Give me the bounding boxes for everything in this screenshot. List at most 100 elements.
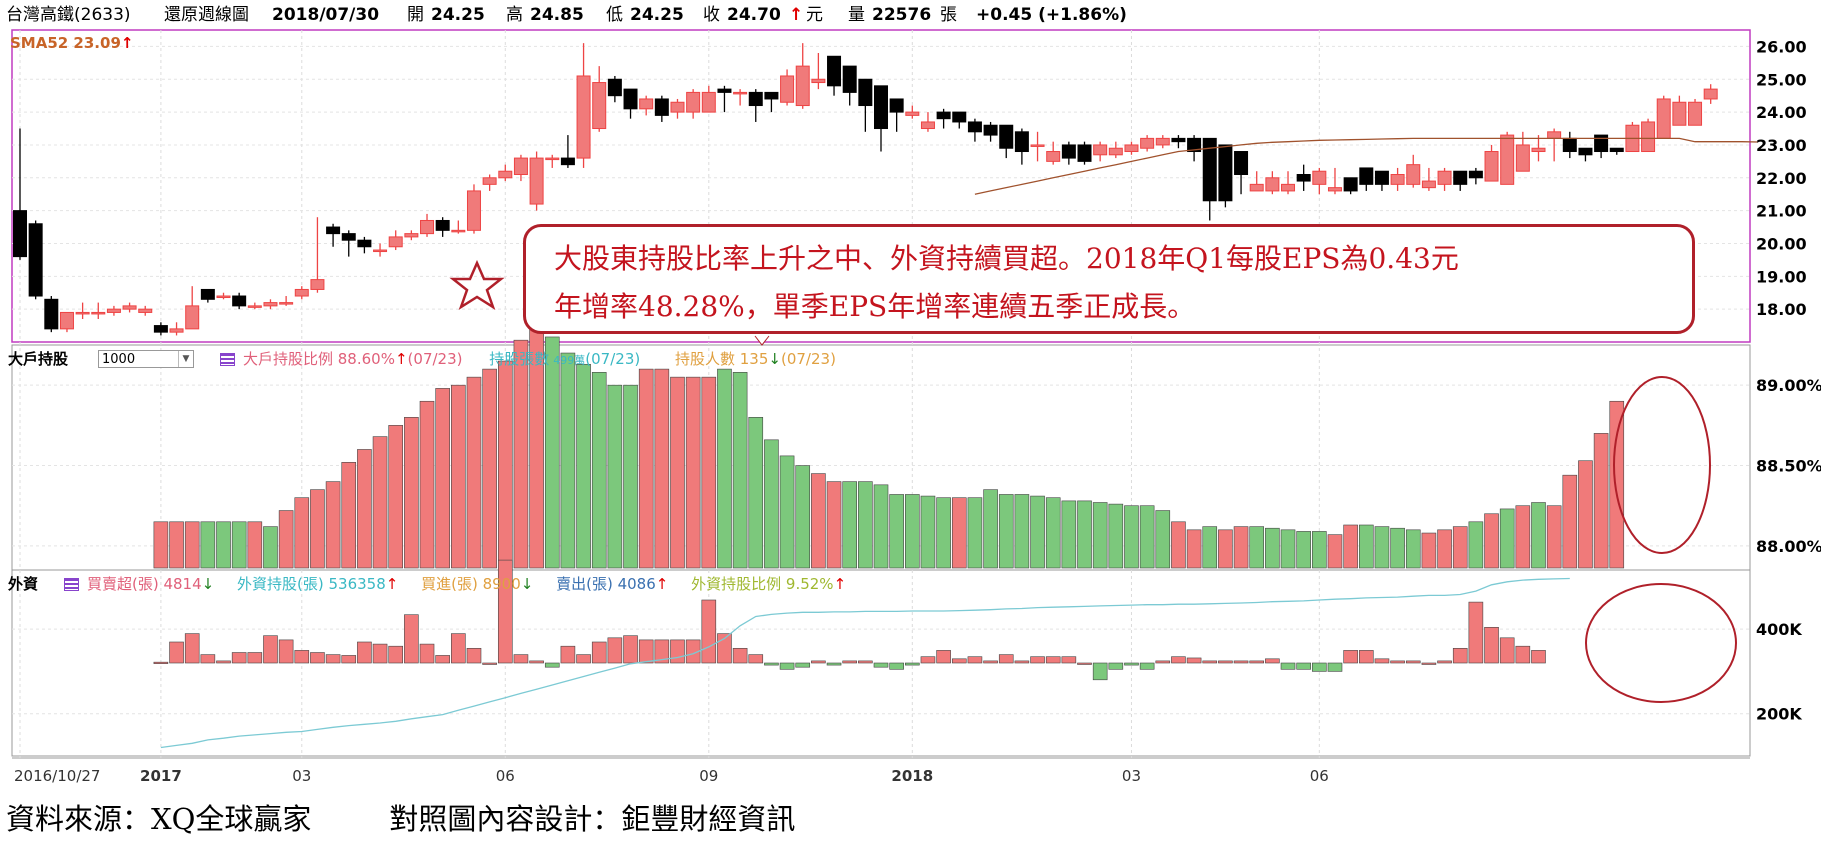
candle-body — [200, 288, 215, 300]
holder-y-tick: 88.00% — [1756, 537, 1821, 556]
holder-bar — [1108, 503, 1124, 569]
candle-body — [326, 226, 341, 235]
holder-bar — [795, 465, 811, 569]
holder-bar — [1546, 505, 1562, 569]
annotation-line-1: 大股東持股比率上升之中、外資持續買超。2018年Q1每股EPS為0.43元 — [554, 242, 1459, 275]
legend-sell: 賣出(張) 4086 — [556, 575, 656, 593]
holder-bar — [1155, 510, 1171, 569]
foreign-net-bar — [278, 639, 294, 664]
select-value: 1000 — [102, 352, 136, 367]
price-panel — [12, 43, 1758, 346]
holder-bar — [764, 439, 779, 569]
foreign-net-bar — [951, 658, 967, 664]
candle-body — [482, 177, 497, 185]
foreign-net-bar — [1405, 660, 1421, 664]
candle-body — [1421, 180, 1436, 189]
foreign-net-bar — [1437, 660, 1452, 664]
legend-net: 買賣超(張) 4814 — [87, 575, 202, 593]
holder-bar — [1218, 529, 1233, 569]
holder-bar — [889, 494, 904, 569]
foreign-net-bar — [466, 647, 482, 664]
candle-body — [1093, 144, 1108, 156]
candle-body — [545, 157, 560, 161]
holder-bar — [1499, 508, 1515, 569]
x-tick-label: 06 — [496, 767, 515, 785]
candle-body — [1108, 147, 1123, 156]
candle-body — [748, 91, 763, 107]
candle-body — [967, 121, 982, 133]
holder-bar — [1092, 502, 1108, 569]
candle-body — [1249, 183, 1264, 192]
holder-bar — [1233, 526, 1249, 569]
holder-bar — [1531, 502, 1546, 569]
candle-body — [1578, 147, 1593, 156]
candle-body — [1672, 101, 1687, 126]
annotation-line-2: 年增率48.28%，單季EPS年增率連續五季正成長。 — [554, 290, 1196, 323]
holder-bar — [1358, 524, 1374, 569]
holder-bar — [466, 376, 482, 569]
table-icon[interactable] — [64, 578, 79, 591]
candle-body — [889, 98, 904, 113]
holder-bar — [1265, 527, 1280, 569]
candle-body — [75, 311, 90, 315]
foreign-net-bar — [1171, 656, 1186, 664]
candle-body — [1515, 144, 1530, 172]
holder-bar — [544, 336, 560, 569]
foreign-net-bar — [1249, 660, 1265, 664]
candle-body — [1594, 134, 1609, 153]
price-y-tick: 21.00 — [1756, 202, 1807, 221]
holder-bar — [967, 497, 983, 569]
foreign-net-bar — [607, 637, 623, 664]
holder-bar — [826, 481, 842, 569]
foreign-net-bar — [826, 662, 842, 666]
open-value: 24.25 — [431, 5, 485, 25]
open-label: 開 — [407, 5, 424, 25]
foreign-panel — [12, 559, 1750, 749]
holder-bar — [1452, 526, 1468, 569]
candle-body — [232, 295, 247, 307]
x-tick-label: 03 — [292, 767, 311, 785]
holder-bar — [983, 489, 998, 569]
candle-body — [185, 305, 200, 330]
candle-body — [811, 78, 826, 84]
foreign-net-bar — [544, 662, 560, 668]
table-icon[interactable] — [220, 353, 235, 366]
candle-body — [279, 302, 294, 305]
holder-bar — [905, 494, 920, 569]
candle-body — [435, 219, 450, 231]
candle-body — [153, 325, 168, 333]
down-arrow-icon: ↓ — [520, 575, 534, 593]
dropdown-arrow-icon[interactable]: ▼ — [178, 351, 193, 367]
price-y-tick: 22.00 — [1756, 169, 1807, 188]
holder-legend: 大戶持股比例 88.60%↑(07/23) 持股張數 499萬(07/23) 持股… — [220, 349, 836, 371]
legend-buy: 買進(張) 8900 — [421, 575, 521, 593]
footer-design: 對照圖內容設計：鉅豐財經資訊 — [389, 802, 796, 836]
candle-body — [701, 91, 716, 113]
foreign-net-bar — [1139, 662, 1155, 670]
holder-bar — [1437, 529, 1452, 569]
candle-body — [1014, 131, 1029, 153]
foreign-net-bar — [623, 635, 638, 664]
candle-body — [91, 311, 106, 315]
holder-bar — [1343, 524, 1358, 569]
up-arrow-icon: ↑ — [394, 350, 408, 368]
holder-threshold-select[interactable]: 1000 ▼ — [98, 350, 194, 368]
candle-body — [169, 328, 184, 333]
candle-body — [44, 298, 59, 330]
candle-body — [122, 305, 137, 310]
up-arrow-icon: ↑ — [833, 575, 847, 593]
holder-bar — [654, 368, 670, 569]
candle-body — [780, 75, 795, 103]
candle-body — [592, 82, 607, 130]
candle-body — [1562, 137, 1577, 153]
holder-bar — [310, 489, 325, 569]
foreign-net-bar — [1531, 650, 1546, 664]
candle-body — [654, 98, 669, 116]
candle-body — [341, 233, 356, 241]
candle-body — [1187, 137, 1202, 153]
holder-bar — [419, 400, 435, 569]
currency-label: 元 — [806, 5, 823, 25]
candle-body — [560, 157, 575, 166]
candle-body — [373, 249, 388, 253]
holder-bar — [372, 436, 388, 569]
